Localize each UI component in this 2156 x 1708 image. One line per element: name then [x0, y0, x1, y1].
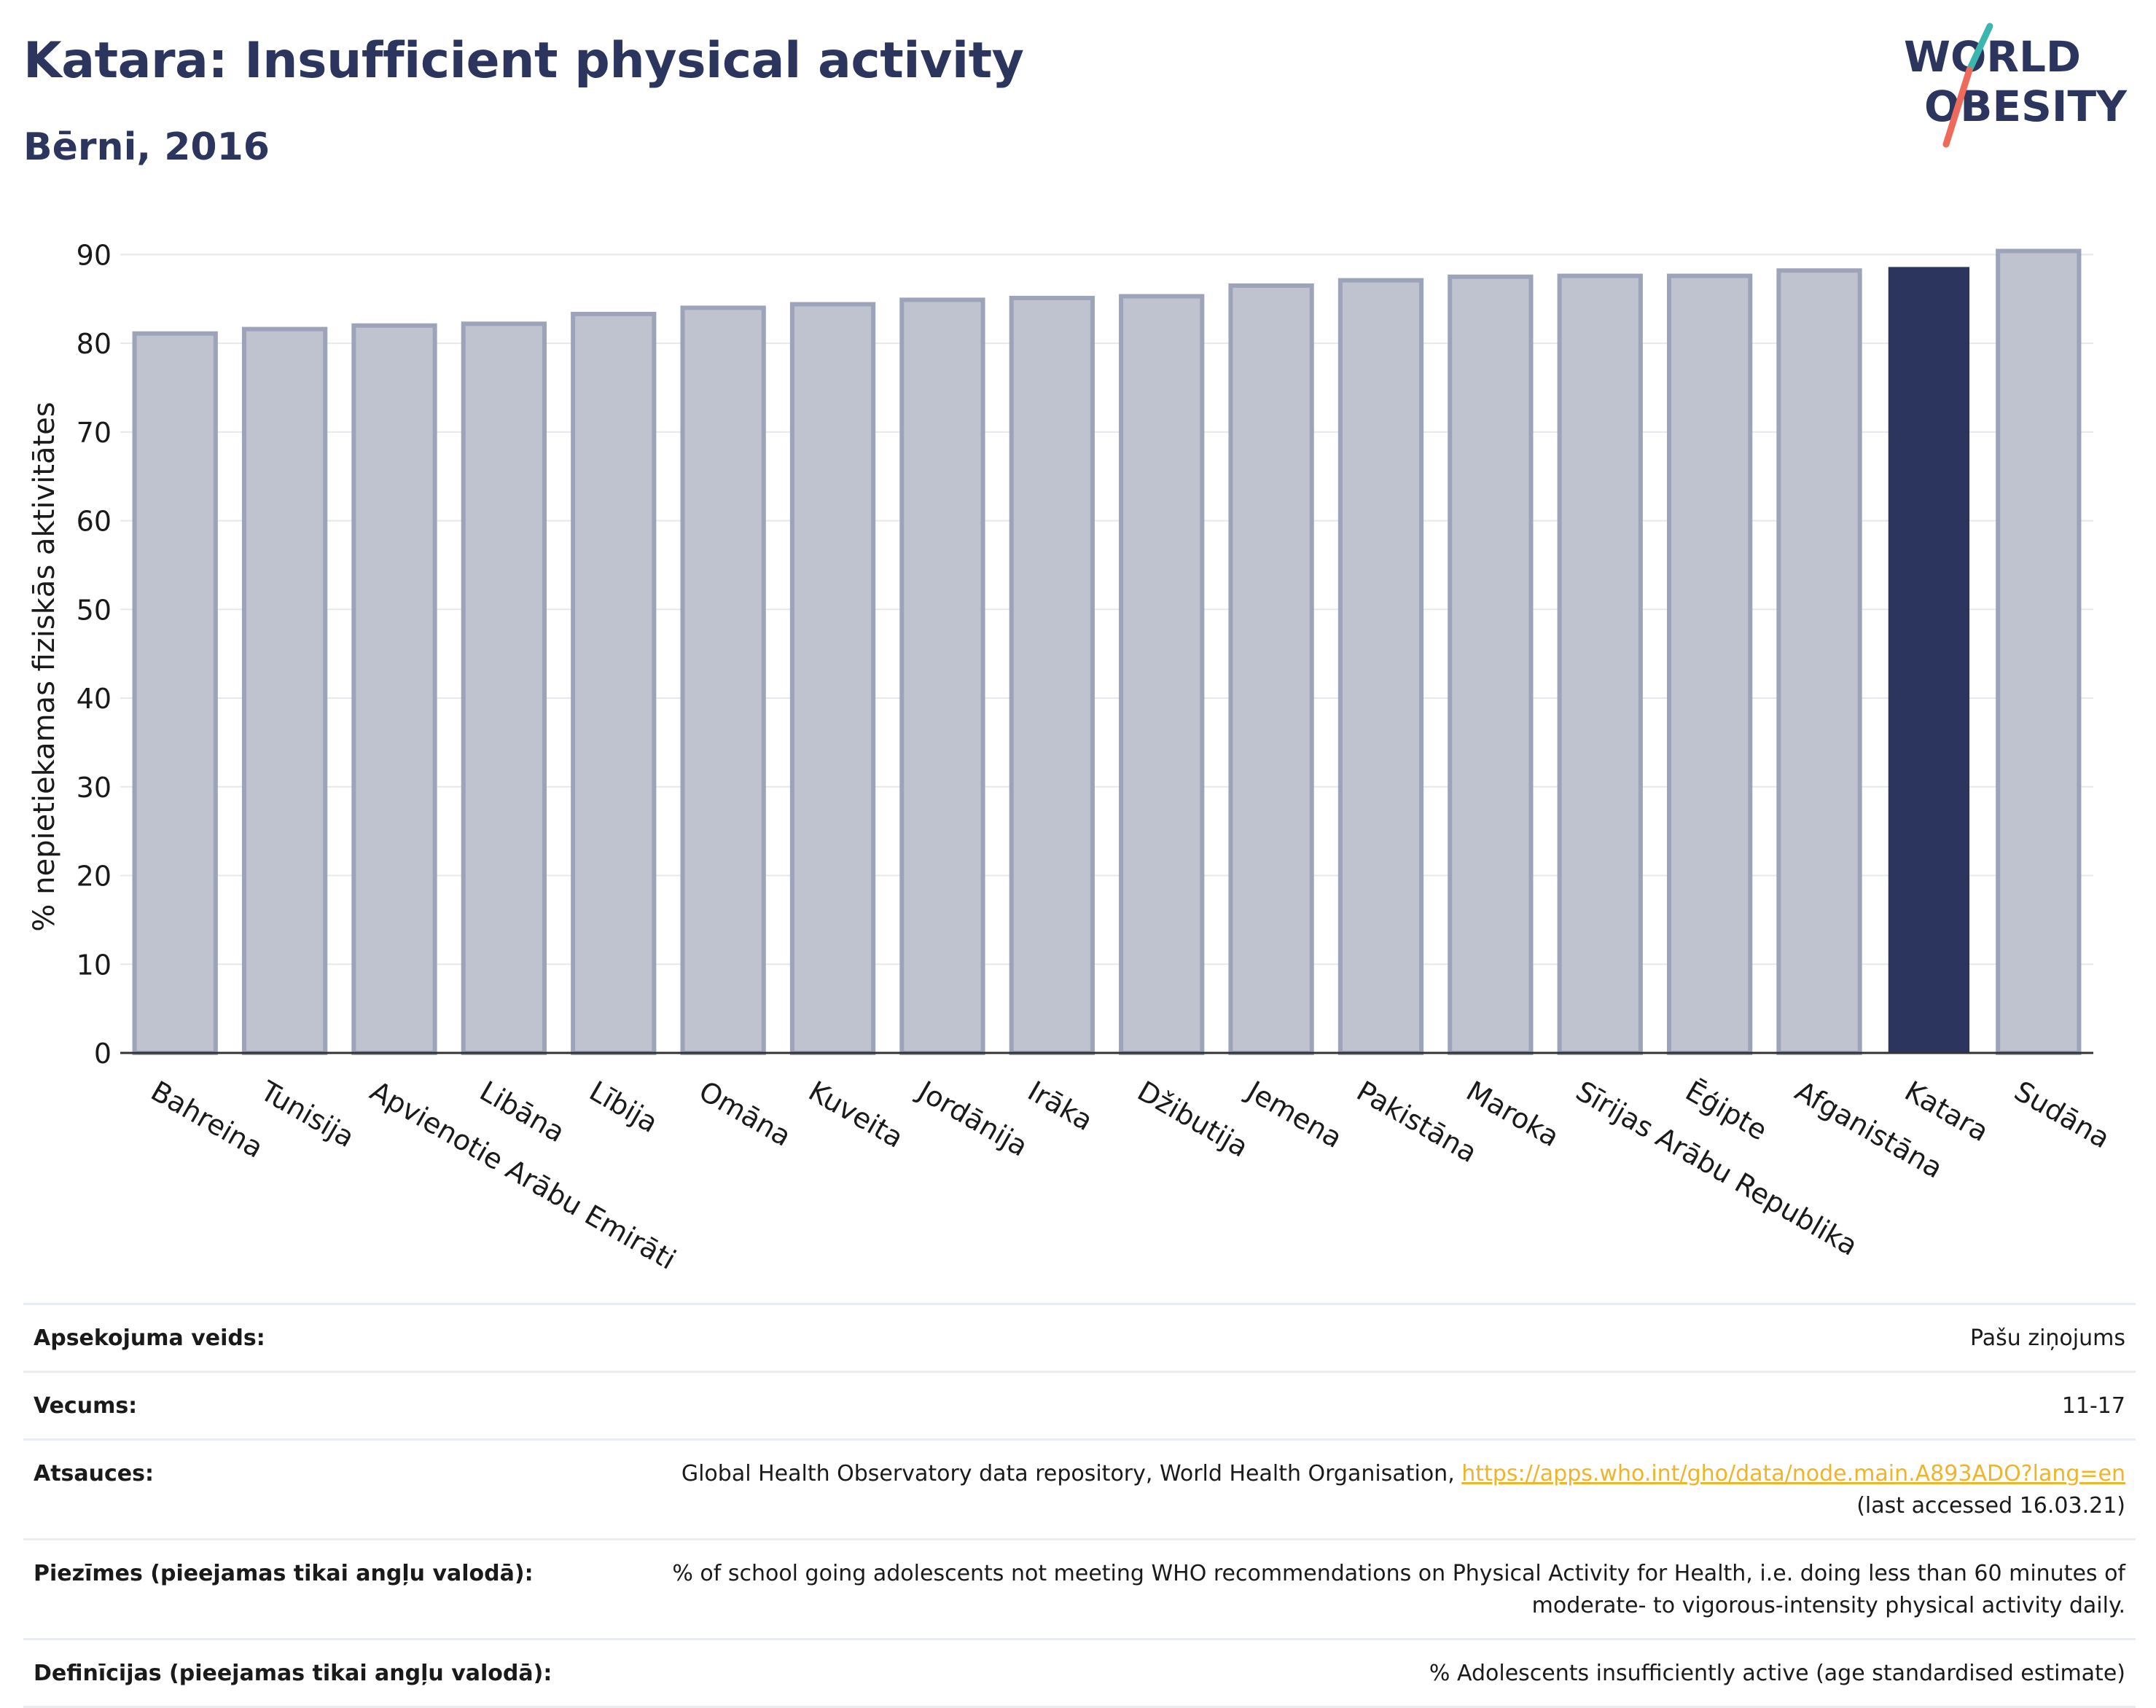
info-row: Atsauces: Global Health Observatory data …: [23, 1438, 2136, 1540]
info-row: Piezīmes (pieejamas tikai angļu valodā):…: [23, 1538, 2136, 1640]
x-tick-label: Tunisija: [254, 1074, 359, 1153]
bars: [132, 248, 2082, 1056]
bar-omāna[interactable]: [680, 305, 766, 1055]
bar-ēģipte[interactable]: [1666, 273, 1753, 1056]
y-tick-label: 40: [77, 683, 112, 715]
x-tick-label: Džibutija: [1132, 1075, 1254, 1164]
y-tick-label: 50: [77, 594, 112, 626]
info-value: % of school going adolescents not meetin…: [598, 1538, 2136, 1640]
info-label: Vecums:: [23, 1371, 598, 1440]
x-tick-label: Sudāna: [2009, 1075, 2115, 1155]
info-label: Apsekojuma veids:: [23, 1303, 598, 1372]
x-tick-label: Jordānija: [912, 1074, 1034, 1163]
y-tick-label: 20: [77, 861, 112, 893]
x-tick-label: Bahreina: [146, 1075, 269, 1164]
x-tick-label: Pakistāna: [1351, 1075, 1483, 1169]
y-tick-label: 70: [77, 417, 112, 449]
bar-pakistāna[interactable]: [1337, 278, 1424, 1055]
logo-line1: WORLD: [1904, 32, 2081, 82]
y-axis-label: % nepietiekamas fiziskās aktivitātes: [28, 401, 61, 931]
bar-jordānija[interactable]: [899, 297, 985, 1055]
info-table: Apsekojuma veids: Pašu ziņojums Vecums: 11-…: [23, 1303, 2136, 1708]
y-tick-label: 10: [77, 949, 112, 981]
info-row: Apsekojuma veids: Pašu ziņojums: [23, 1303, 2136, 1372]
x-tick-label: Irāka: [1023, 1075, 1098, 1137]
y-tick-label: 0: [94, 1038, 112, 1070]
bar-sudāna[interactable]: [1996, 248, 2082, 1055]
y-tick-label: 80: [77, 328, 112, 360]
info-label: Atsauces:: [23, 1438, 598, 1540]
reference-text: Global Health Observatory data repositor…: [681, 1461, 1462, 1486]
x-tick-label: Omāna: [694, 1075, 797, 1153]
bar-sīrijas-arābu-republika[interactable]: [1557, 273, 1643, 1056]
info-row: Vecums: 11-17: [23, 1371, 2136, 1440]
bar-lībija[interactable]: [571, 311, 657, 1056]
bar-afganistāna[interactable]: [1776, 268, 1862, 1055]
reference-accessed: (last accessed 16.03.21): [1856, 1493, 2125, 1519]
bar-džibutija[interactable]: [1119, 294, 1205, 1056]
bar-bahreina[interactable]: [132, 331, 218, 1055]
y-tick-label: 30: [77, 772, 112, 804]
info-label: Piezīmes (pieejamas tikai angļu valodā):: [23, 1538, 598, 1640]
bar-kuveita[interactable]: [789, 302, 876, 1055]
info-value: Global Health Observatory data repositor…: [598, 1438, 2136, 1540]
x-tick-label: Lībija: [584, 1075, 663, 1139]
y-axis-ticks: 0 10 20 30 40 50 60 70 80 90: [77, 239, 112, 1070]
info-value: % Adolescents insufficiently active (age…: [598, 1638, 2136, 1708]
x-tick-label: Jemena: [1241, 1074, 1348, 1154]
gridlines: [120, 254, 2093, 965]
info-label: Definīcijas (pieejamas tikai angļu valod…: [23, 1638, 598, 1708]
logo-slash-coral-icon: [1942, 66, 1973, 148]
logo-slash-teal-icon: [1966, 23, 1993, 74]
info-value: 11-17: [598, 1371, 2136, 1440]
bar-apvienotie-arābu-emirāti[interactable]: [351, 323, 437, 1055]
bar-libāna[interactable]: [461, 321, 547, 1056]
info-row: Definīcijas (pieejamas tikai angļu valod…: [23, 1638, 2136, 1708]
bar-irāka[interactable]: [1009, 296, 1095, 1055]
y-tick-label: 60: [77, 506, 112, 538]
chart-title: Katara: Insufficient physical activity: [23, 32, 1024, 90]
world-obesity-logo: WORLD OBESITY: [1904, 23, 2128, 148]
reference-link[interactable]: https://apps.who.int/gho/data/node.main.…: [1461, 1461, 2125, 1486]
bar-katara[interactable]: [1888, 267, 1970, 1053]
chart-subtitle: Bērni, 2016: [23, 125, 270, 169]
bar-jemena[interactable]: [1228, 283, 1314, 1055]
info-value: Pašu ziņojums: [598, 1303, 2136, 1372]
x-tick-label: Kuveita: [803, 1075, 909, 1154]
y-tick-label: 90: [77, 239, 112, 271]
bar-tunisija[interactable]: [241, 326, 328, 1055]
bar-maroka[interactable]: [1448, 274, 1534, 1056]
x-tick-label: Ēģipte: [1680, 1075, 1773, 1147]
